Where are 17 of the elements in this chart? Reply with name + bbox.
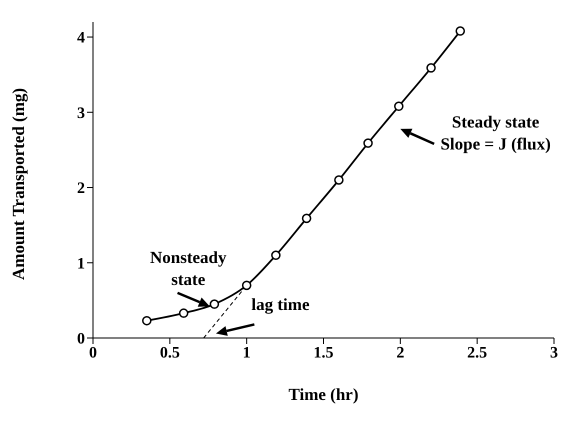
annotation: Steady state Slope = J (flux): [440, 112, 551, 154]
x-tick-label: 1: [242, 344, 251, 362]
x-axis-title: Time (hr): [288, 385, 359, 404]
x-tick-label: 0: [89, 344, 97, 362]
annotation: lag time: [251, 295, 310, 314]
y-tick-label: 4: [77, 30, 85, 47]
x-tick-label: 2.5: [467, 344, 488, 362]
x-tick-label: 2: [396, 344, 404, 362]
y-tick-label: 1: [77, 255, 85, 272]
y-tick-label: 2: [77, 180, 85, 198]
x-tick-label: 1.5: [314, 344, 334, 362]
x-tick-label: 3: [550, 344, 558, 362]
x-tick-label: 0.5: [160, 344, 180, 362]
y-tick-label: 3: [77, 104, 85, 122]
y-tick-label: 0: [77, 330, 85, 348]
y-axis-title: Amount Transported (mg): [9, 88, 28, 280]
annotation: Nonsteady state: [150, 248, 228, 289]
